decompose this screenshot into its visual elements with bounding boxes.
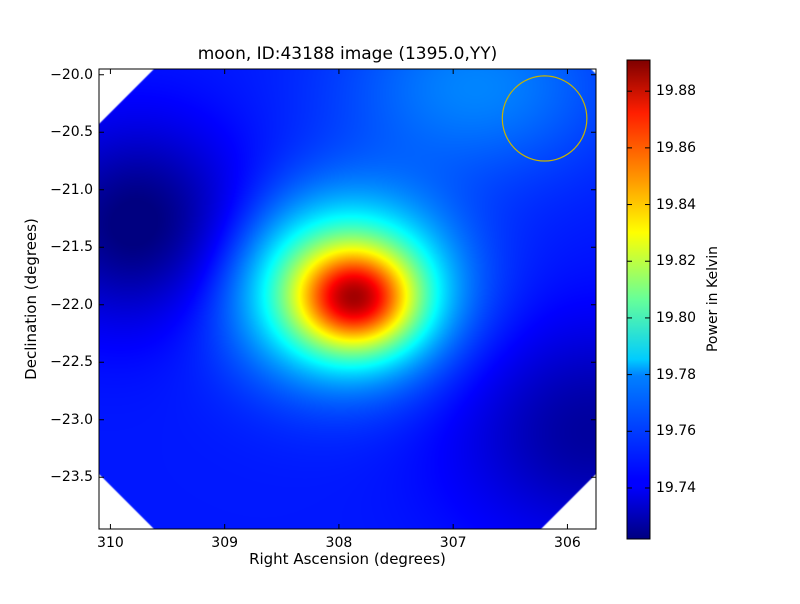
y-tick-label: −22.5 [50,354,93,371]
y-tick-label: −22.0 [50,296,93,313]
annotation-circle [501,75,588,162]
colorbar-tick-label: 19.74 [656,479,697,496]
colorbar [626,59,651,540]
heatmap-raster [99,69,596,529]
colorbar-gradient [626,59,651,540]
x-axis-label: Right Ascension (degrees) [249,550,446,568]
y-tick-label: −20.5 [50,124,93,141]
y-tick-label: −23.5 [50,469,93,486]
y-tick-label: −21.0 [50,181,93,198]
x-tick-label: 307 [439,535,467,551]
y-tick-label: −23.0 [50,411,93,428]
colorbar-tick-label: 19.80 [656,309,697,326]
x-tick-label: 306 [554,535,581,551]
colorbar-tick-label: 19.88 [656,83,697,100]
colorbar-tick-label: 19.78 [656,366,697,383]
colorbar-tick-label: 19.76 [656,423,697,440]
x-tick-label: 309 [211,535,239,551]
x-tick-label: 310 [97,535,124,551]
colorbar-label: Power in Kelvin [705,245,721,353]
chart-title: moon, ID:43188 image (1395.0,YY) [197,44,498,64]
y-axis-label: Declination (degrees) [22,218,40,380]
x-tick-label: 308 [325,535,353,551]
plot-frame [98,68,597,530]
y-tick-label: −21.5 [50,239,93,256]
colorbar-tick-label: 19.86 [656,139,697,156]
y-tick-label: −20.0 [50,66,93,83]
colorbar-tick-label: 19.82 [656,253,697,270]
heatmap-image [99,69,596,529]
colorbar-tick-label: 19.84 [656,196,697,213]
